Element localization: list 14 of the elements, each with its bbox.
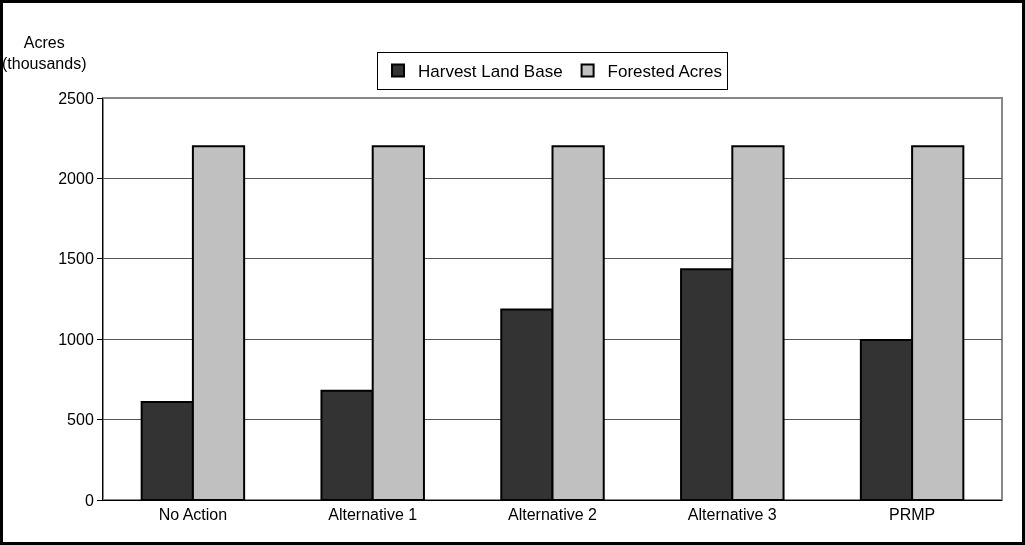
y-tick-label: 2500	[58, 89, 94, 107]
x-tick-label: No Action	[158, 506, 228, 524]
y-axis-title: Acres (thousands)	[2, 34, 87, 72]
x-tick-label: Alternative 3	[687, 506, 777, 524]
x-tick-label: Alternative 1	[328, 506, 418, 524]
y-tick-label: 0	[84, 491, 94, 509]
y-tick-label: 1500	[58, 250, 94, 268]
y-tick-label: 500	[67, 411, 94, 429]
legend-label: Harvest Land Base	[418, 62, 563, 82]
x-tick-label: Alternative 2	[508, 506, 598, 524]
legend-label: Forested Acres	[607, 62, 722, 82]
x-tick-label: PRMP	[888, 506, 936, 524]
y-tick-label: 2000	[58, 170, 94, 187]
y-tick-label: 1000	[58, 330, 94, 348]
